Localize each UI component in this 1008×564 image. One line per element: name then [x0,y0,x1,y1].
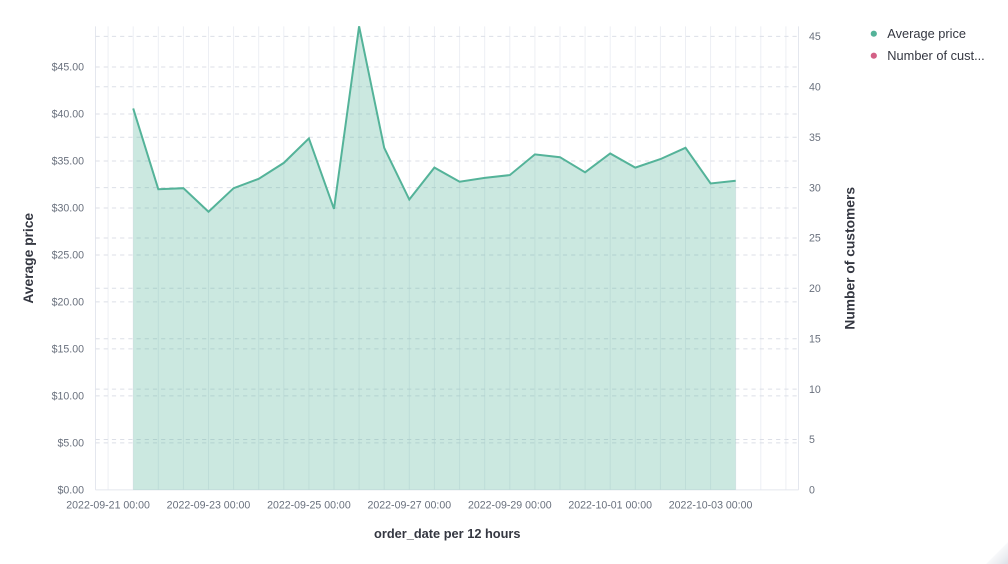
svg-text:45: 45 [809,31,821,43]
svg-text:$25.00: $25.00 [52,250,85,262]
svg-text:$10.00: $10.00 [52,391,85,403]
svg-text:2022-10-01 00:00: 2022-10-01 00:00 [568,500,652,512]
svg-text:$0.00: $0.00 [57,485,84,497]
svg-text:25: 25 [809,233,821,245]
svg-text:0: 0 [809,485,815,497]
svg-text:$15.00: $15.00 [52,344,85,356]
svg-text:Average price: Average price [887,26,966,41]
svg-text:Number of cust...: Number of cust... [887,48,984,63]
svg-text:$5.00: $5.00 [57,438,84,450]
svg-text:$35.00: $35.00 [52,156,85,168]
svg-text:2022-09-25 00:00: 2022-09-25 00:00 [267,500,351,512]
svg-text:35: 35 [809,132,821,144]
svg-text:Average price: Average price [21,213,36,304]
svg-text:20: 20 [809,283,821,295]
svg-text:30: 30 [809,182,821,194]
svg-text:$40.00: $40.00 [52,109,85,121]
svg-text:$30.00: $30.00 [52,203,85,215]
svg-text:40: 40 [809,82,821,94]
svg-text:5: 5 [809,434,815,446]
svg-text:15: 15 [809,333,821,345]
svg-text:2022-09-29 00:00: 2022-09-29 00:00 [468,500,552,512]
svg-text:order_date per 12 hours: order_date per 12 hours [374,526,521,541]
svg-text:$45.00: $45.00 [52,62,85,74]
svg-text:2022-09-27 00:00: 2022-09-27 00:00 [367,500,451,512]
svg-text:10: 10 [809,384,821,396]
svg-text:$20.00: $20.00 [52,297,85,309]
svg-text:2022-09-23 00:00: 2022-09-23 00:00 [167,500,251,512]
svg-text:2022-09-21 00:00: 2022-09-21 00:00 [66,500,150,512]
svg-text:2022-10-03 00:00: 2022-10-03 00:00 [669,500,753,512]
svg-text:Number of customers: Number of customers [843,187,858,330]
